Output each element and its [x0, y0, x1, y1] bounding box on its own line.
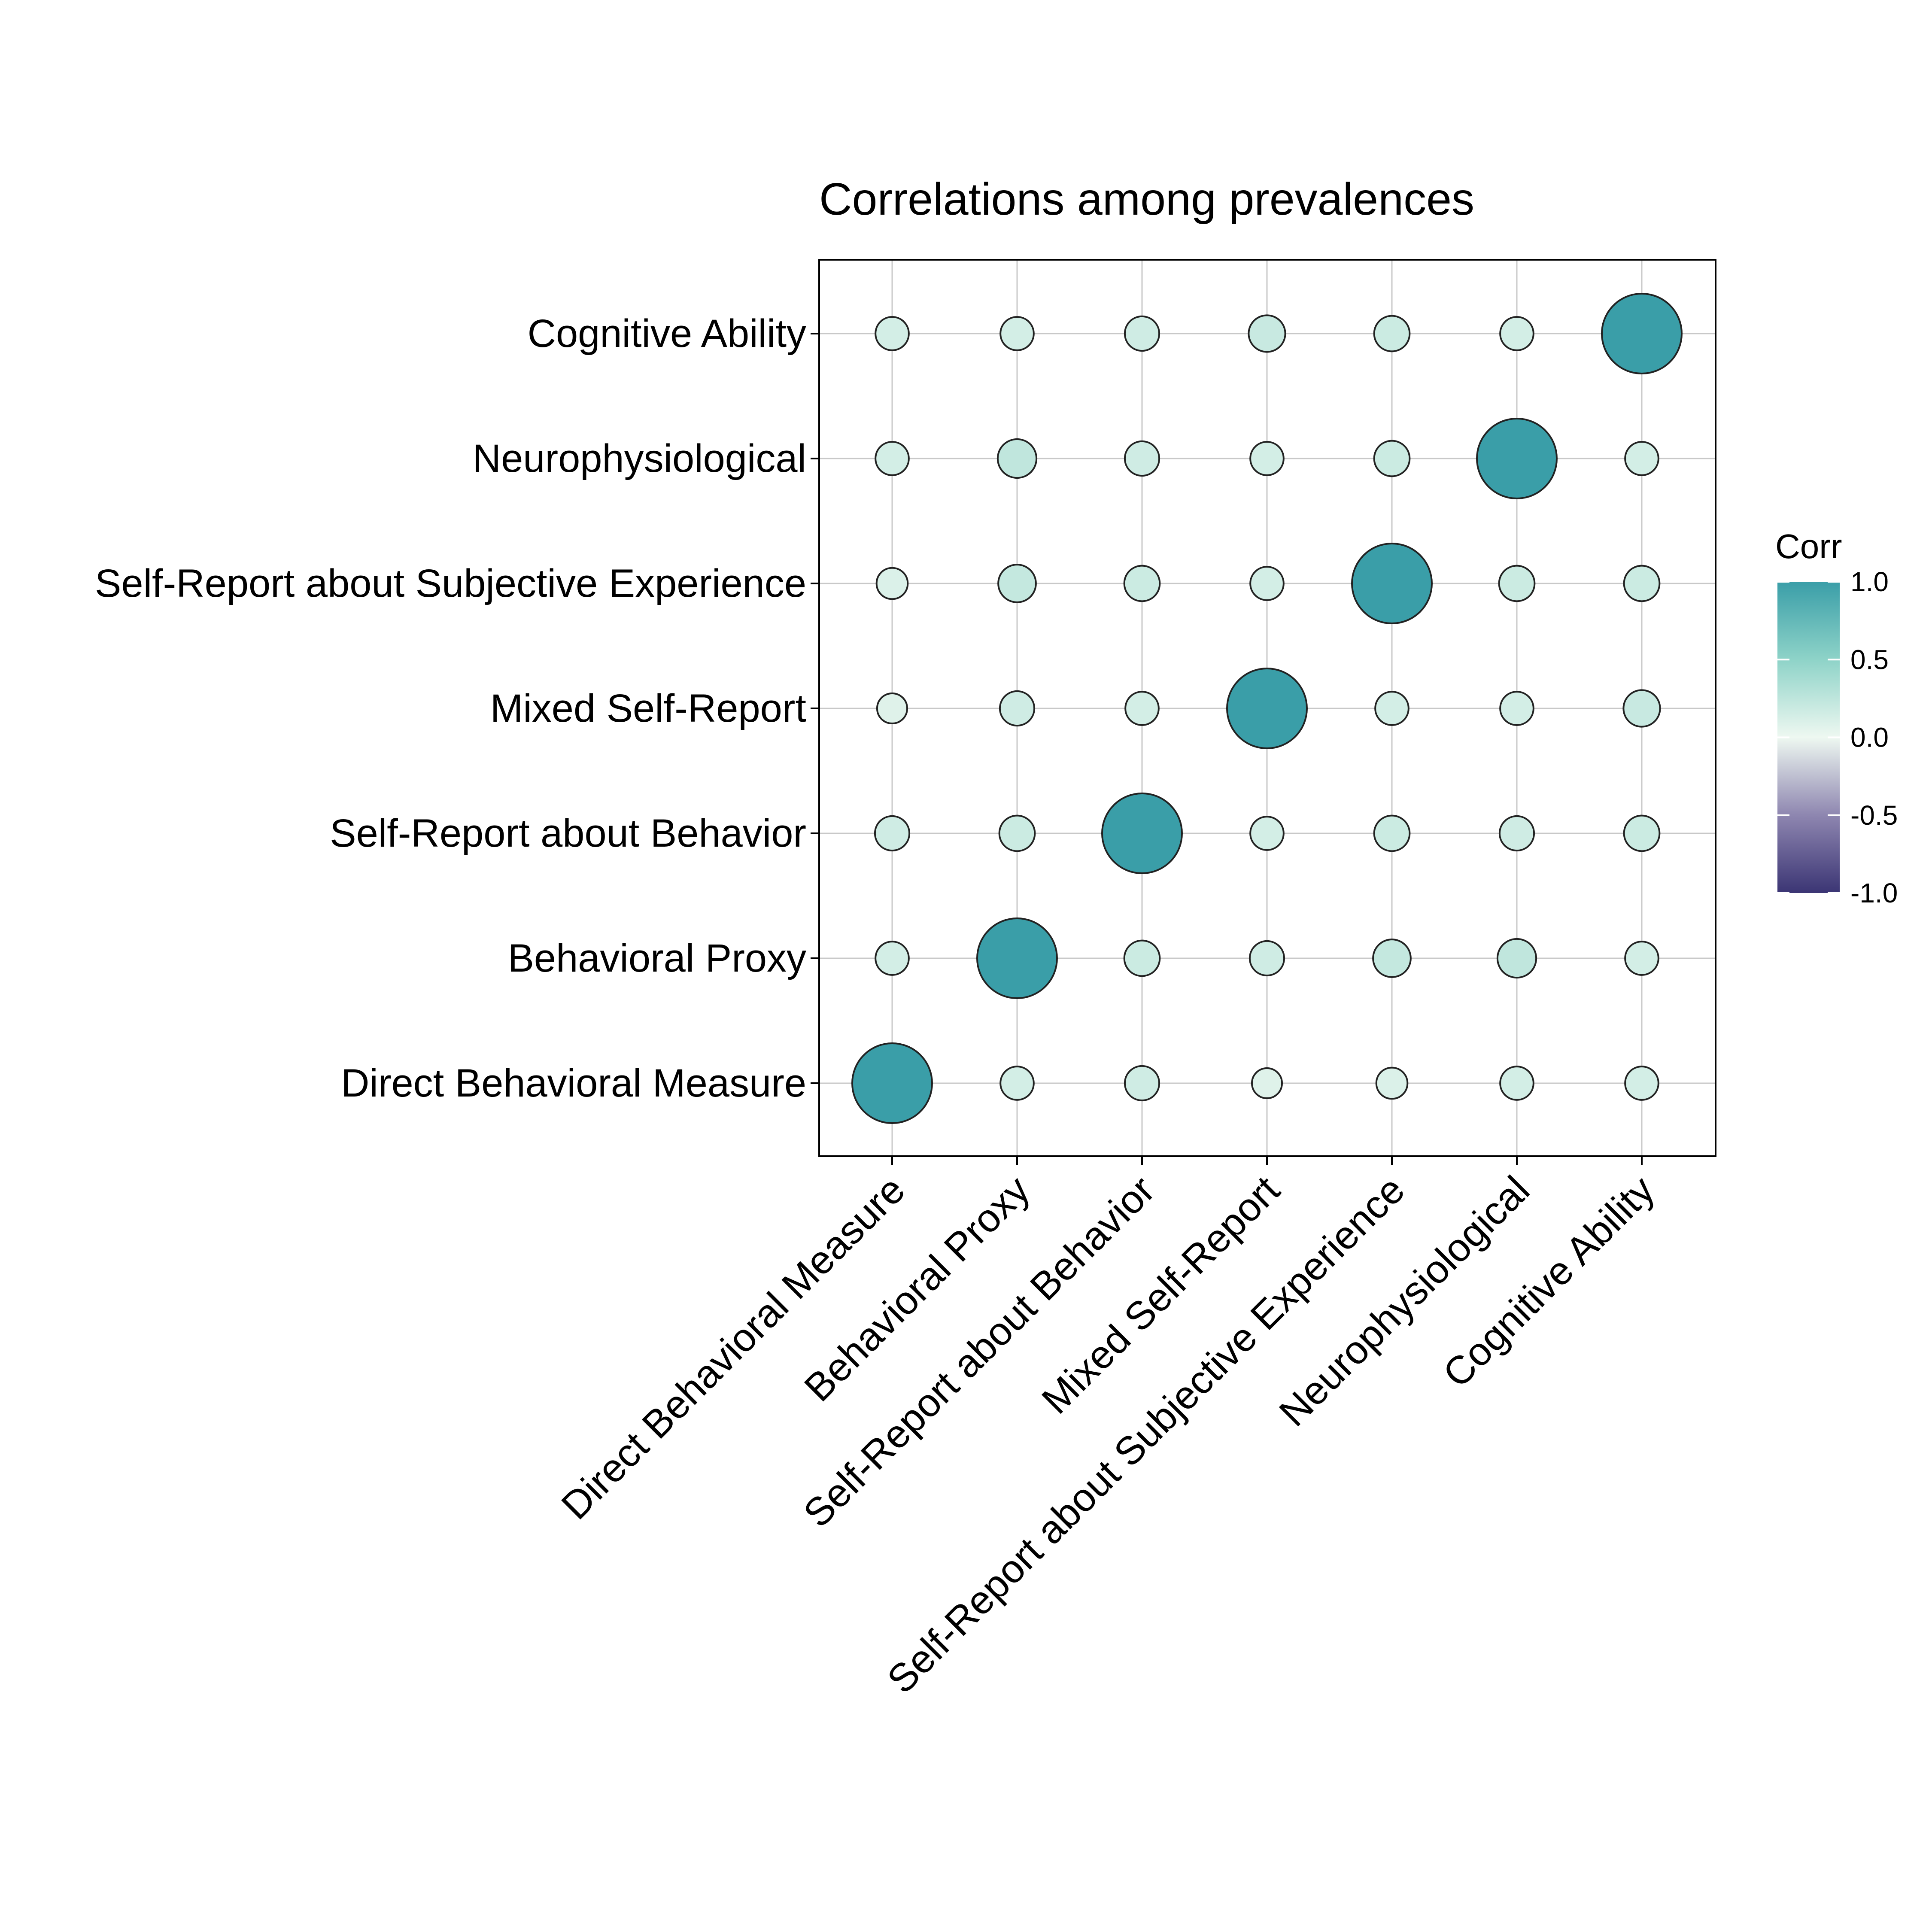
bubble-behavioral-proxy-vs-cognitive-ability [999, 316, 1035, 351]
chart-title: Correlations among prevalences [819, 174, 1474, 225]
bubble-direct-behavioral-measure-vs-self-report-about-subjective-experience [875, 567, 909, 600]
y-tick-label-self-report-about-behavior: Self-Report about Behavior [330, 811, 806, 855]
bubble-self-report-about-subjective-experience-vs-self-report-about-behavior [1373, 814, 1411, 852]
bubble-direct-behavioral-measure-vs-cognitive-ability [875, 316, 910, 351]
bubble-self-report-about-subjective-experience-vs-neurophysiological [1373, 440, 1411, 477]
bubble-self-report-about-behavior-vs-behavioral-proxy [1123, 939, 1161, 977]
bubble-cognitive-ability-vs-neurophysiological [1624, 441, 1659, 476]
bubble-cognitive-ability-vs-cognitive-ability [1601, 293, 1683, 374]
bubble-neurophysiological-vs-neurophysiological [1476, 418, 1558, 499]
y-tick-label-neurophysiological: Neurophysiological [473, 437, 806, 480]
bubble-direct-behavioral-measure-vs-direct-behavioral-measure [851, 1042, 933, 1124]
bubble-self-report-about-subjective-experience-vs-mixed-self-report [1374, 691, 1410, 726]
bubble-self-report-about-subjective-experience-vs-direct-behavioral-measure [1375, 1066, 1409, 1100]
bubble-direct-behavioral-measure-vs-self-report-about-behavior [874, 815, 911, 852]
bubble-self-report-about-subjective-experience-vs-self-report-about-subjective-experience [1351, 543, 1433, 624]
bubble-mixed-self-report-vs-cognitive-ability [1248, 314, 1286, 353]
bubble-mixed-self-report-vs-direct-behavioral-measure [1251, 1067, 1283, 1100]
legend: Corr 1.0 0.5 0.0 -0.5 -1.0 [1775, 527, 1898, 908]
legend-ticks: 1.0 0.5 0.0 -0.5 -1.0 [1777, 566, 1898, 908]
bubble-mixed-self-report-vs-neurophysiological [1249, 441, 1285, 476]
bubble-cognitive-ability-vs-mixed-self-report [1622, 689, 1661, 728]
bubble-mixed-self-report-vs-mixed-self-report [1226, 668, 1308, 749]
y-tick-label-self-report-about-subjective-experience: Self-Report about Subjective Experience [95, 562, 806, 605]
x-tick-label-mixed-self-report: Mixed Self-Report [1033, 1168, 1288, 1422]
bubble-cognitive-ability-vs-self-report-about-subjective-experience [1623, 565, 1661, 602]
legend-title: Corr [1775, 527, 1842, 565]
bubble-cognitive-ability-vs-behavioral-proxy [1624, 941, 1659, 976]
bubble-self-report-about-behavior-vs-neurophysiological [1124, 440, 1160, 477]
bubble-behavioral-proxy-vs-self-report-about-behavior [998, 814, 1036, 852]
legend-tick-label: 1.0 [1850, 566, 1889, 597]
plot-panel [818, 259, 1716, 1157]
y-tick-label-behavioral-proxy: Behavioral Proxy [508, 936, 806, 980]
bubble-direct-behavioral-measure-vs-mixed-self-report [876, 692, 908, 725]
bubble-behavioral-proxy-vs-neurophysiological [996, 438, 1038, 479]
bubble-cognitive-ability-vs-direct-behavioral-measure [1624, 1066, 1659, 1101]
bubble-mixed-self-report-vs-self-report-about-subjective-experience [1249, 566, 1285, 601]
y-tick-label-mixed-self-report: Mixed Self-Report [490, 687, 806, 730]
bubble-neurophysiological-vs-mixed-self-report [1499, 691, 1534, 726]
bubble-behavioral-proxy-vs-behavioral-proxy [976, 917, 1058, 999]
x-tick-label-behavioral-proxy: Behavioral Proxy [796, 1168, 1038, 1410]
legend-tick-label: 0.5 [1850, 644, 1889, 675]
bubble-self-report-about-behavior-vs-self-report-about-subjective-experience [1123, 565, 1161, 602]
bubble-behavioral-proxy-vs-self-report-about-subjective-experience [997, 564, 1037, 603]
bubble-self-report-about-behavior-vs-mixed-self-report [1124, 691, 1160, 726]
bubble-neurophysiological-vs-self-report-about-behavior [1498, 815, 1535, 852]
bubble-behavioral-proxy-vs-mixed-self-report [999, 690, 1036, 727]
bubble-direct-behavioral-measure-vs-behavioral-proxy [875, 941, 910, 976]
bubble-self-report-about-subjective-experience-vs-behavioral-proxy [1372, 939, 1412, 978]
bubble-layer [851, 293, 1683, 1124]
bubble-mixed-self-report-vs-self-report-about-behavior [1249, 816, 1285, 851]
legend-tick-label: -1.0 [1850, 878, 1898, 908]
bubble-behavioral-proxy-vs-direct-behavioral-measure [999, 1066, 1035, 1101]
bubble-neurophysiological-vs-behavioral-proxy [1496, 938, 1537, 979]
y-tick-label-direct-behavioral-measure: Direct Behavioral Measure [341, 1061, 806, 1105]
bubble-self-report-about-behavior-vs-self-report-about-behavior [1101, 793, 1183, 874]
y-tick-label-cognitive-ability: Cognitive Ability [528, 312, 806, 355]
bubble-direct-behavioral-measure-vs-neurophysiological [875, 441, 910, 476]
bubble-neurophysiological-vs-self-report-about-subjective-experience [1498, 565, 1536, 602]
bubble-neurophysiological-vs-cognitive-ability [1499, 316, 1534, 351]
legend-tick-label: -0.5 [1850, 800, 1898, 831]
legend-tick-label: 0.0 [1850, 722, 1889, 753]
bubble-cognitive-ability-vs-self-report-about-behavior [1623, 814, 1661, 852]
x-tick-label-cognitive-ability: Cognitive Ability [1435, 1168, 1663, 1396]
bubble-mixed-self-report-vs-behavioral-proxy [1249, 940, 1285, 977]
bubble-neurophysiological-vs-direct-behavioral-measure [1499, 1066, 1534, 1101]
bubble-self-report-about-subjective-experience-vs-cognitive-ability [1373, 315, 1411, 352]
bubble-self-report-about-behavior-vs-cognitive-ability [1124, 315, 1160, 352]
bubble-self-report-about-behavior-vs-direct-behavioral-measure [1124, 1065, 1160, 1102]
